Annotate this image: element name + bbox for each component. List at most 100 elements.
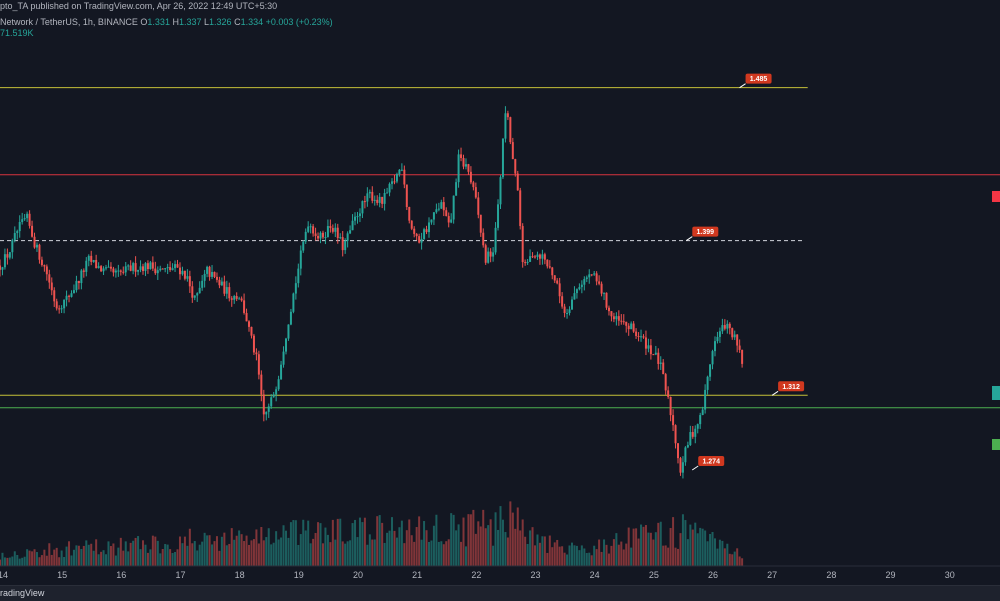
candle <box>77 280 80 290</box>
candle <box>578 283 581 291</box>
volume-bar <box>472 509 475 566</box>
volume-bar <box>203 532 206 566</box>
candle <box>65 290 68 307</box>
candle <box>408 206 411 224</box>
volume-bar <box>270 544 273 566</box>
candle <box>487 247 490 264</box>
candle <box>43 264 46 272</box>
candle <box>164 267 167 273</box>
candle <box>60 305 63 314</box>
candle <box>563 303 566 318</box>
volume-bar <box>383 542 386 566</box>
volume-bar <box>176 549 179 566</box>
candle <box>393 174 396 185</box>
volume-bar <box>97 554 100 566</box>
svg-text:1.312: 1.312 <box>782 384 800 391</box>
volume-bar <box>43 549 46 566</box>
candle <box>100 264 103 273</box>
volume-bar <box>201 541 204 566</box>
volume-bar <box>583 548 586 566</box>
volume-bar <box>598 539 601 566</box>
high-value: 1.337 <box>178 17 202 27</box>
candle <box>590 274 593 277</box>
candle <box>307 221 310 234</box>
volume-bar <box>220 536 223 566</box>
candle <box>615 312 618 326</box>
candle <box>699 412 702 429</box>
candle <box>304 228 307 244</box>
candle <box>262 389 265 422</box>
candle <box>149 260 152 270</box>
candle <box>344 238 347 254</box>
candle <box>23 214 26 221</box>
candle <box>630 321 633 330</box>
candle <box>255 348 258 361</box>
volume-bar <box>309 543 312 566</box>
candle <box>691 425 694 439</box>
candle <box>447 212 450 228</box>
candle <box>141 263 144 275</box>
volume-bar <box>267 528 270 566</box>
candle <box>570 296 573 311</box>
svg-text:1.274: 1.274 <box>702 458 720 465</box>
candle <box>257 350 260 380</box>
x-tick-label: 25 <box>649 570 659 580</box>
volume-bar <box>139 549 142 566</box>
high-label: H <box>172 17 179 27</box>
candle <box>85 257 88 277</box>
candle <box>178 262 181 280</box>
volume-bar <box>230 528 233 566</box>
candle <box>351 214 354 231</box>
candle <box>31 220 34 238</box>
candle <box>607 305 610 316</box>
publish-info: pto_TA published on TradingView.com, Apr… <box>0 1 278 11</box>
candle <box>593 270 596 276</box>
volume-bar <box>427 541 430 566</box>
volume-bar <box>723 548 726 566</box>
volume-bar <box>578 550 581 566</box>
volume-bar <box>662 545 665 566</box>
volume-bar <box>647 532 650 566</box>
candle <box>662 359 665 375</box>
candle <box>644 330 647 356</box>
candle <box>723 319 726 331</box>
volume-bar <box>341 541 344 566</box>
candle <box>35 242 38 252</box>
candle <box>321 230 324 240</box>
candle <box>741 349 744 368</box>
candle <box>243 293 246 315</box>
candle <box>314 227 317 241</box>
volume-bar <box>122 550 125 566</box>
volume-bar <box>87 544 90 566</box>
candle <box>600 281 603 297</box>
candle <box>418 233 421 244</box>
volume-bar <box>166 544 169 566</box>
candle <box>174 260 177 272</box>
candle <box>432 212 435 226</box>
candle <box>144 262 147 277</box>
volume-bar <box>669 528 672 566</box>
volume-bar <box>132 540 135 566</box>
volume-bar <box>346 541 349 566</box>
candle <box>472 180 475 191</box>
volume-bar <box>464 546 467 566</box>
candle <box>684 446 687 466</box>
volume-bar <box>696 533 699 566</box>
candle <box>405 184 408 211</box>
candle <box>391 178 394 190</box>
candle <box>282 346 285 368</box>
candle <box>33 232 36 249</box>
candle <box>484 243 487 265</box>
volume-bar <box>588 552 591 566</box>
volume-bar <box>538 542 541 566</box>
volume-bar <box>709 533 712 566</box>
x-tick-label: 21 <box>412 570 422 580</box>
x-tick-label: 30 <box>945 570 955 580</box>
volume-bar <box>265 537 268 566</box>
volume-bar <box>706 541 709 566</box>
volume-bar <box>13 551 16 566</box>
candle <box>171 263 174 271</box>
volume-bar <box>75 545 78 566</box>
volume-bar <box>260 526 263 566</box>
